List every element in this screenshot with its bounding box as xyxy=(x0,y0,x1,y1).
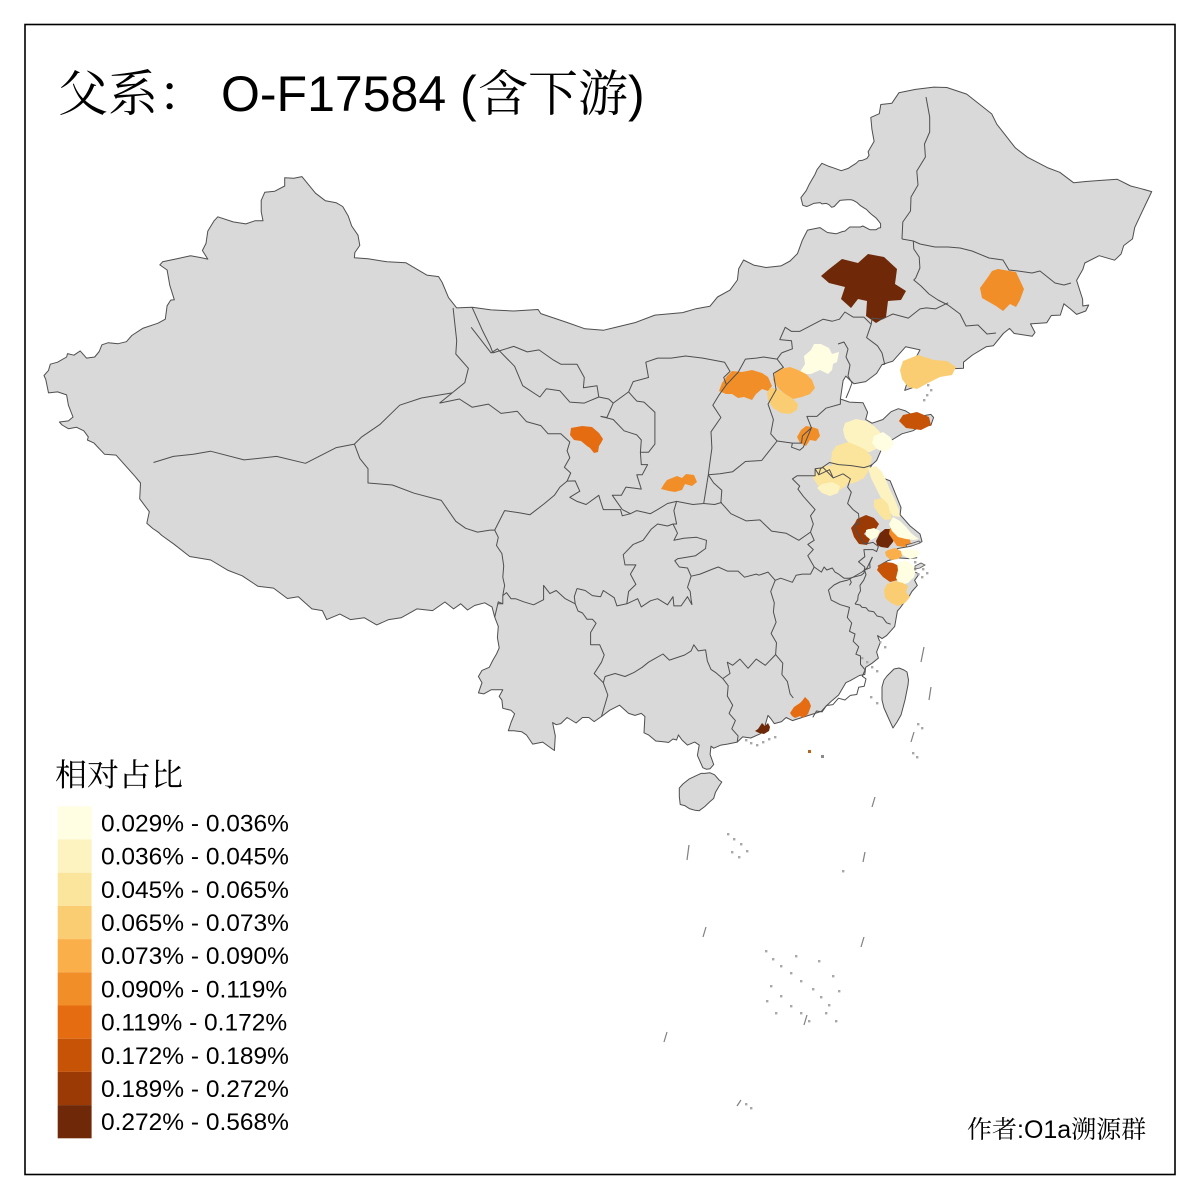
svg-text:0.073% - 0.090%: 0.073% - 0.090% xyxy=(101,943,289,970)
svg-text:0.189% - 0.272%: 0.189% - 0.272% xyxy=(101,1076,289,1103)
svg-text:O-F17584 (: O-F17584 ( xyxy=(221,66,477,122)
svg-text:0.272% - 0.568%: 0.272% - 0.568% xyxy=(101,1109,289,1136)
svg-text:0.090% - 0.119%: 0.090% - 0.119% xyxy=(101,976,287,1003)
svg-text:0.036% - 0.045%: 0.036% - 0.045% xyxy=(101,844,289,871)
svg-text:0.045% - 0.065%: 0.045% - 0.065% xyxy=(101,877,289,904)
svg-text::O1a: :O1a xyxy=(1017,1116,1071,1144)
svg-text:0.119% - 0.172%: 0.119% - 0.172% xyxy=(101,1010,287,1037)
svg-text:): ) xyxy=(628,66,645,122)
svg-text:0.029% - 0.036%: 0.029% - 0.036% xyxy=(101,810,289,837)
svg-text:0.172% - 0.189%: 0.172% - 0.189% xyxy=(101,1043,289,1070)
svg-text:0.065% - 0.073%: 0.065% - 0.073% xyxy=(101,910,289,937)
